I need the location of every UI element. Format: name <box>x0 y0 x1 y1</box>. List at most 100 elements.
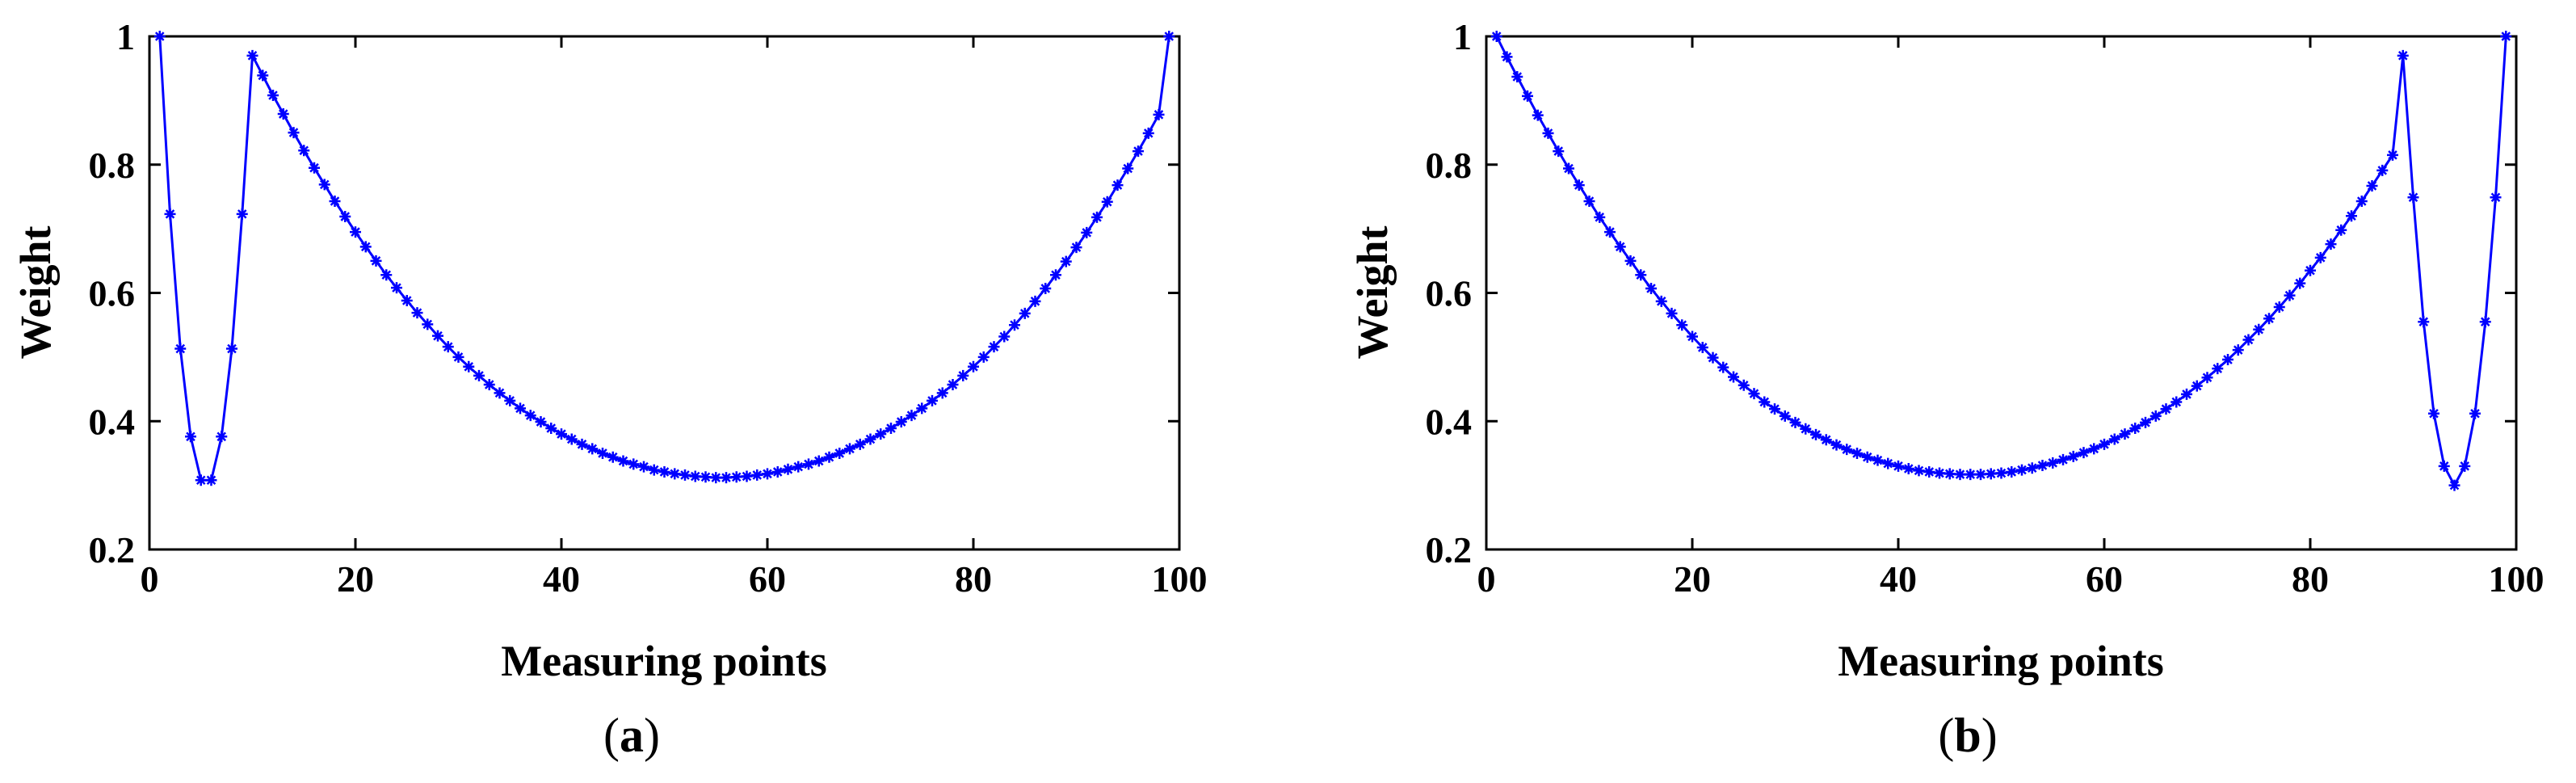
x-tick-label-b: 100 <box>2489 558 2544 600</box>
data-point-b <box>1717 361 1729 373</box>
data-point-a <box>565 433 578 445</box>
data-point-b <box>2242 334 2255 346</box>
data-point-b <box>2438 460 2450 472</box>
data-point-a <box>401 295 413 307</box>
data-point-b <box>1707 352 1719 364</box>
data-point-a <box>1101 196 1113 208</box>
data-point-a <box>504 394 516 406</box>
data-point-a <box>957 369 969 381</box>
data-point-a <box>1142 127 1154 139</box>
data-point-a <box>586 443 599 455</box>
data-point-b <box>2088 443 2100 455</box>
data-point-a <box>524 410 536 422</box>
data-point-b <box>1542 127 1554 139</box>
data-point-b <box>1748 388 1760 400</box>
data-point-b <box>1553 145 1565 158</box>
data-point-a <box>1040 282 1052 294</box>
series-line-b <box>1495 36 2507 488</box>
x-tick-label-a: 60 <box>749 558 786 600</box>
data-point-a <box>216 431 228 443</box>
data-point-a <box>185 431 196 443</box>
data-point-b <box>2397 49 2409 61</box>
data-point-b <box>1666 307 1678 319</box>
data-point-a <box>617 455 629 467</box>
data-point-b <box>1728 371 1739 383</box>
y-tick-label-a: 0.6 <box>89 273 136 314</box>
y-tick-label-a: 1 <box>116 16 135 57</box>
data-point-b <box>2335 224 2347 236</box>
data-point-b <box>1583 195 1595 207</box>
data-point-a <box>968 360 979 373</box>
caption-b-close: ) <box>1981 709 1998 762</box>
data-point-a <box>947 379 959 391</box>
data-point-b <box>2346 210 2357 222</box>
data-point-a <box>483 379 495 391</box>
data-point-a <box>236 208 248 220</box>
data-point-b <box>2129 422 2141 434</box>
data-point-b <box>2428 407 2439 419</box>
data-point-a <box>318 179 330 191</box>
data-point-b <box>1655 295 1667 307</box>
data-point-b <box>1624 255 1637 267</box>
data-point-b <box>1861 451 1873 463</box>
data-point-b <box>1594 211 1606 223</box>
x-tick-label-a: 20 <box>337 558 374 600</box>
x-tick-label-a: 40 <box>543 558 580 600</box>
data-point-a <box>1019 307 1031 319</box>
ticks-a: 0 20 40 60 80 100 0.2 0.4 0.6 0.8 1 <box>89 16 1208 600</box>
data-point-b <box>2355 195 2368 207</box>
data-point-a <box>545 422 557 434</box>
caption-b-open: ( <box>1938 709 1954 762</box>
data-point-b <box>1779 410 1791 422</box>
data-point-b <box>1738 379 1750 391</box>
data-point-a <box>977 351 990 363</box>
data-point-b <box>2067 450 2079 462</box>
data-point-a <box>1153 108 1165 120</box>
data-point-a <box>813 455 825 467</box>
data-point-a <box>669 468 681 480</box>
data-point-b <box>1635 269 1647 281</box>
data-point-a <box>721 472 732 484</box>
data-point-a <box>1112 179 1124 192</box>
data-point-a <box>823 451 835 463</box>
data-point-a <box>257 69 269 82</box>
data-point-b <box>1893 460 1904 472</box>
data-point-a <box>864 433 876 445</box>
data-point-b <box>2201 372 2213 384</box>
data-point-b <box>2026 462 2038 474</box>
data-point-a <box>1029 295 1041 307</box>
data-point-a <box>288 127 300 139</box>
x-tick-label-b: 80 <box>2292 558 2329 600</box>
data-point-a <box>710 472 722 484</box>
panel-a: 0 20 40 60 80 100 0.2 0.4 0.6 0.8 1 Measuring poin… <box>11 16 1208 762</box>
data-point-a <box>380 269 393 281</box>
data-point-b <box>2253 323 2265 335</box>
data-point-a <box>277 108 289 120</box>
data-point-a <box>329 195 341 207</box>
data-point-b <box>2181 388 2192 400</box>
y-tick-label-b: 0.2 <box>1426 529 1473 570</box>
data-point-b <box>1820 434 1832 446</box>
data-point-b <box>1902 462 1914 474</box>
data-point-a <box>1050 269 1061 281</box>
data-point-b <box>2459 460 2471 472</box>
data-point-b <box>2376 164 2389 176</box>
caption-b: (b) <box>1938 709 1997 762</box>
data-point-a <box>762 468 773 480</box>
data-point-a <box>648 464 660 476</box>
data-point-b <box>1995 467 2007 479</box>
data-point-a <box>411 307 423 319</box>
x-axis-label-a: Measuring points <box>501 637 827 685</box>
data-point-b <box>1965 469 1977 481</box>
data-point-a <box>339 211 351 223</box>
data-point-b <box>1810 428 1822 440</box>
data-point-a <box>298 145 310 157</box>
data-point-a <box>535 416 547 428</box>
y-tick-label-b: 0.6 <box>1426 273 1473 314</box>
caption-a: (a) <box>603 709 660 762</box>
data-point-b <box>2418 316 2430 328</box>
data-point-b <box>1975 469 1986 481</box>
data-point-a <box>689 470 701 482</box>
data-point-a <box>1081 226 1093 238</box>
